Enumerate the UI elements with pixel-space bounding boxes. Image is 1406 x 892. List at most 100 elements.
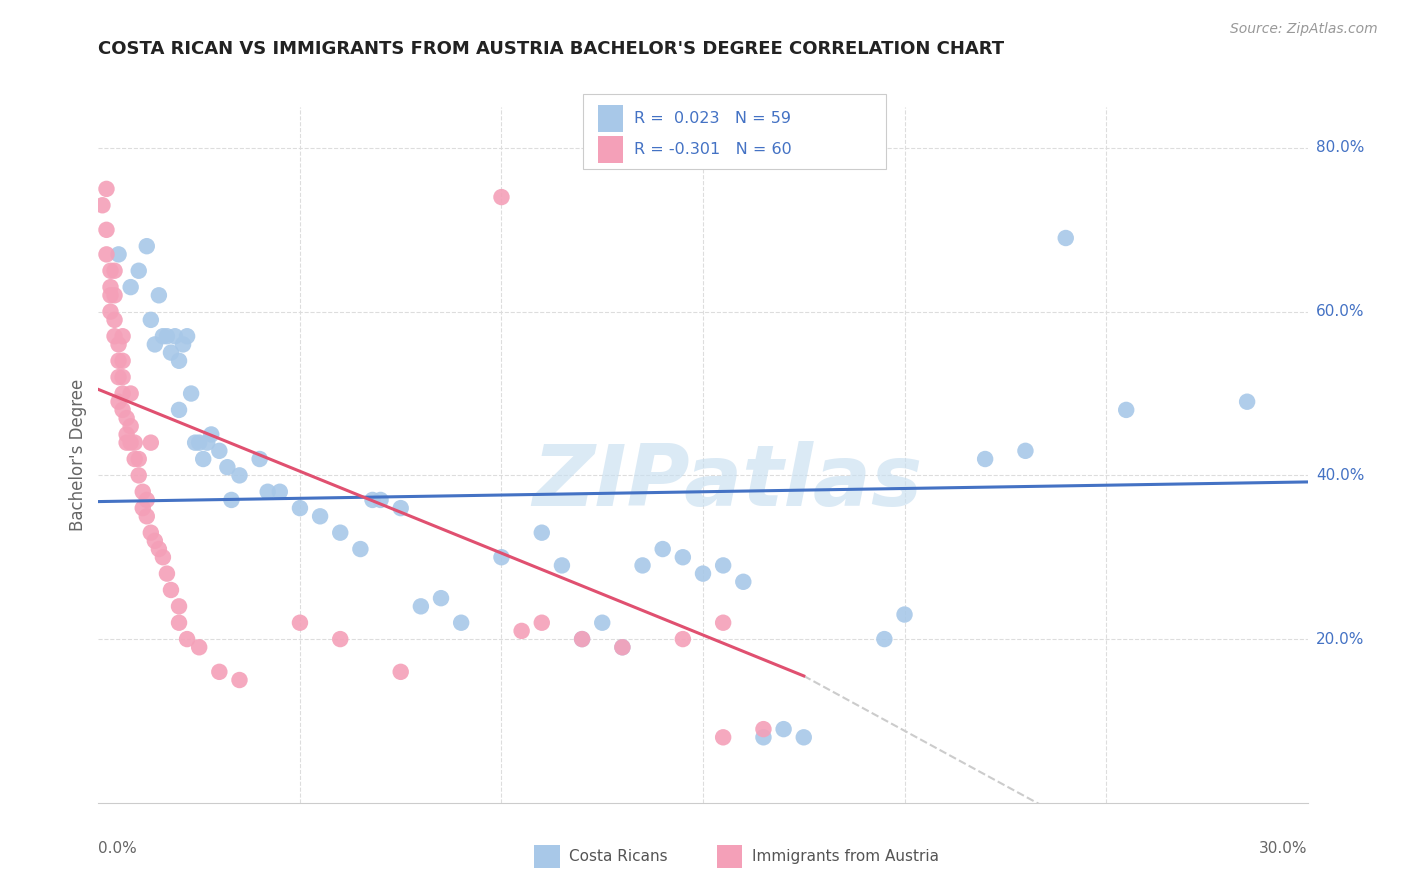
Point — [120, 280, 142, 294]
Point — [176, 329, 198, 343]
Point — [184, 435, 207, 450]
Point — [111, 386, 134, 401]
Point — [711, 731, 734, 745]
Point — [571, 632, 593, 646]
Point — [103, 329, 125, 343]
Point — [160, 582, 183, 597]
Point — [309, 509, 332, 524]
Text: COSTA RICAN VS IMMIGRANTS FROM AUSTRIA BACHELOR'S DEGREE CORRELATION CHART: COSTA RICAN VS IMMIGRANTS FROM AUSTRIA B… — [98, 40, 1004, 58]
Point — [733, 574, 755, 589]
Point — [152, 550, 174, 565]
Point — [107, 394, 129, 409]
Point — [115, 427, 138, 442]
Point — [571, 632, 593, 646]
Point — [752, 722, 775, 736]
Point — [530, 525, 553, 540]
Point — [139, 313, 162, 327]
Point — [100, 304, 122, 318]
Point — [139, 435, 162, 450]
Point — [450, 615, 472, 630]
Point — [551, 558, 574, 573]
Point — [1115, 403, 1137, 417]
Point — [167, 353, 190, 368]
Point — [188, 640, 211, 655]
Point — [430, 591, 453, 606]
Point — [176, 632, 198, 646]
Point — [156, 329, 179, 343]
Point — [128, 264, 150, 278]
Point — [389, 501, 412, 516]
Point — [612, 640, 634, 655]
Point — [156, 566, 179, 581]
Point — [329, 525, 352, 540]
Text: 0.0%: 0.0% — [98, 841, 138, 856]
Point — [228, 673, 250, 687]
Point — [612, 640, 634, 655]
Point — [96, 247, 118, 261]
Point — [752, 731, 775, 745]
Point — [111, 353, 134, 368]
Text: Costa Ricans: Costa Ricans — [569, 849, 668, 863]
Point — [111, 329, 134, 343]
Point — [288, 615, 311, 630]
Point — [329, 632, 352, 646]
Point — [1014, 443, 1036, 458]
Point — [510, 624, 533, 638]
Point — [591, 615, 613, 630]
Point — [228, 468, 250, 483]
Point — [107, 370, 129, 384]
Point — [128, 468, 150, 483]
Point — [128, 452, 150, 467]
Point — [491, 190, 513, 204]
Point — [115, 411, 138, 425]
Point — [103, 313, 125, 327]
Point — [491, 550, 513, 565]
Point — [370, 492, 392, 507]
Point — [120, 386, 142, 401]
Text: R = -0.301   N = 60: R = -0.301 N = 60 — [634, 143, 792, 157]
Text: 60.0%: 60.0% — [1316, 304, 1364, 319]
Y-axis label: Bachelor's Degree: Bachelor's Degree — [69, 379, 87, 531]
Point — [288, 501, 311, 516]
Text: ZIPatlas: ZIPatlas — [531, 442, 922, 524]
Text: 30.0%: 30.0% — [1260, 841, 1308, 856]
Point — [143, 337, 166, 351]
Point — [163, 329, 186, 343]
Point — [100, 288, 122, 302]
Text: Immigrants from Austria: Immigrants from Austria — [752, 849, 939, 863]
Point — [651, 542, 673, 557]
Point — [148, 542, 170, 557]
Point — [111, 403, 134, 417]
Point — [135, 239, 157, 253]
Point — [1236, 394, 1258, 409]
Point — [111, 370, 134, 384]
Point — [631, 558, 654, 573]
Text: Source: ZipAtlas.com: Source: ZipAtlas.com — [1230, 22, 1378, 37]
Point — [96, 223, 118, 237]
Point — [873, 632, 896, 646]
Point — [692, 566, 714, 581]
Point — [180, 386, 202, 401]
Point — [120, 435, 142, 450]
Point — [148, 288, 170, 302]
Point — [135, 509, 157, 524]
Point — [115, 435, 138, 450]
Point — [361, 492, 384, 507]
Point — [100, 280, 122, 294]
Point — [249, 452, 271, 467]
Point — [1054, 231, 1077, 245]
Point — [217, 460, 239, 475]
Point — [269, 484, 291, 499]
Point — [152, 329, 174, 343]
Point — [672, 632, 695, 646]
Text: 20.0%: 20.0% — [1316, 632, 1364, 647]
Point — [132, 501, 155, 516]
Point — [107, 247, 129, 261]
Point — [139, 525, 162, 540]
Point — [132, 484, 155, 499]
Point — [389, 665, 412, 679]
Point — [124, 435, 146, 450]
Point — [188, 435, 211, 450]
Point — [160, 345, 183, 359]
Point — [208, 443, 231, 458]
